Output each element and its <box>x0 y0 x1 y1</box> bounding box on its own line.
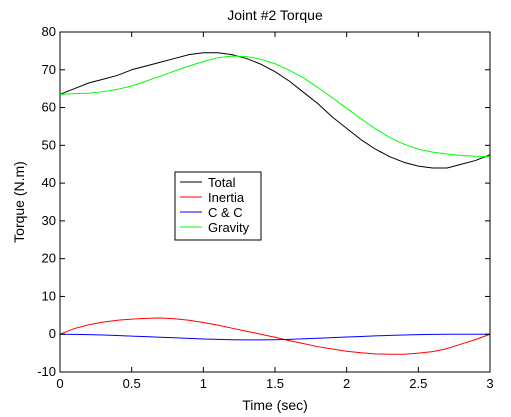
legend-label-total: Total <box>208 175 236 190</box>
y-tick-label: 80 <box>42 24 56 39</box>
x-tick-label: 0 <box>56 376 63 391</box>
x-tick-label: 2.5 <box>409 376 427 391</box>
legend-label-inertia: Inertia <box>208 190 245 205</box>
x-tick-label: 1.5 <box>266 376 284 391</box>
y-tick-label: 10 <box>42 288 56 303</box>
y-tick-label: 0 <box>49 326 56 341</box>
x-tick-label: 1 <box>200 376 207 391</box>
legend-label-c-c: C & C <box>208 205 243 220</box>
plot-area <box>59 31 491 373</box>
x-tick-label: 2 <box>343 376 350 391</box>
y-axis-label: Torque (N.m) <box>11 161 27 243</box>
series-line-inertia <box>59 317 491 355</box>
y-tick-label: 20 <box>42 251 56 266</box>
x-axis-label: Time (sec) <box>242 397 308 413</box>
series-line-c-c <box>59 333 490 341</box>
chart-title: Joint #2 Torque <box>227 7 323 23</box>
y-tick-label: 60 <box>42 100 56 115</box>
x-tick-label: 3 <box>486 376 493 391</box>
x-tick-label: 0.5 <box>123 376 141 391</box>
y-tick-label: 50 <box>42 137 56 152</box>
y-tick-label: 70 <box>42 62 56 77</box>
y-tick-label: 40 <box>42 175 56 190</box>
series-line-total <box>59 52 491 169</box>
plot-frame <box>59 31 491 373</box>
series-line-gravity <box>59 55 491 158</box>
y-tick-label: -10 <box>37 364 56 379</box>
legend-label-gravity: Gravity <box>208 220 250 235</box>
y-tick-label: 30 <box>42 213 56 228</box>
legend-box <box>174 171 262 241</box>
series-layer <box>59 52 491 355</box>
